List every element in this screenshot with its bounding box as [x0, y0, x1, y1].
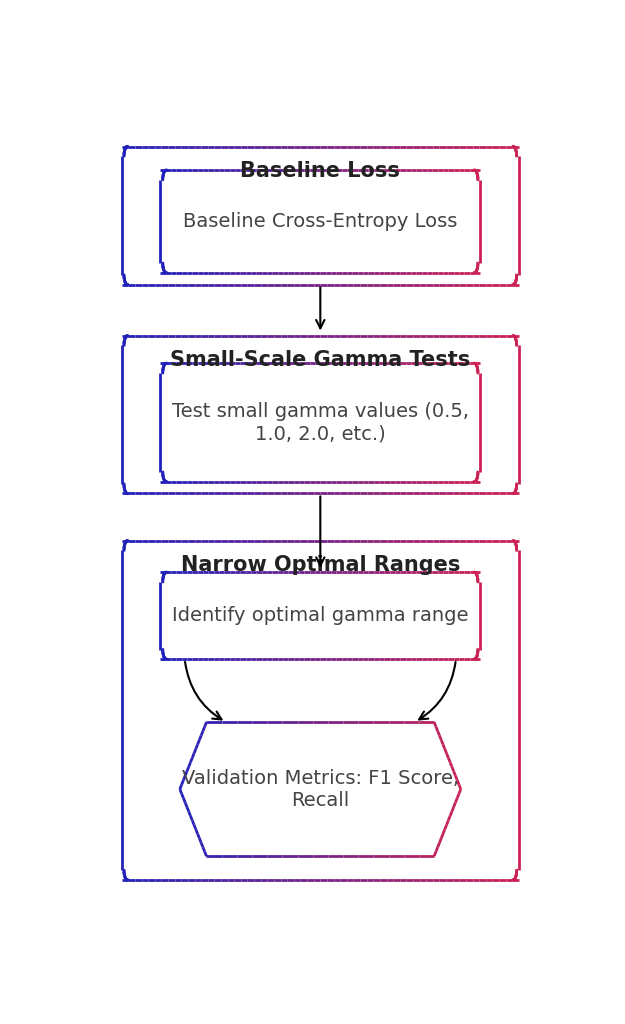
Text: Baseline Cross-Entropy Loss: Baseline Cross-Entropy Loss	[183, 212, 458, 231]
Text: Identify optimal gamma range: Identify optimal gamma range	[172, 606, 469, 626]
FancyBboxPatch shape	[157, 566, 484, 666]
FancyBboxPatch shape	[118, 330, 522, 500]
Text: Test small gamma values (0.5,
1.0, 2.0, etc.): Test small gamma values (0.5, 1.0, 2.0, …	[172, 402, 469, 443]
FancyBboxPatch shape	[118, 140, 522, 291]
Text: Small-Scale Gamma Tests: Small-Scale Gamma Tests	[170, 350, 471, 370]
Polygon shape	[180, 722, 461, 856]
FancyBboxPatch shape	[118, 535, 522, 886]
Text: Validation Metrics: F1 Score,
Recall: Validation Metrics: F1 Score, Recall	[182, 769, 459, 810]
Text: Baseline Loss: Baseline Loss	[241, 161, 400, 180]
FancyBboxPatch shape	[157, 357, 484, 488]
FancyBboxPatch shape	[157, 164, 484, 279]
Text: Narrow Optimal Ranges: Narrow Optimal Ranges	[181, 555, 460, 574]
